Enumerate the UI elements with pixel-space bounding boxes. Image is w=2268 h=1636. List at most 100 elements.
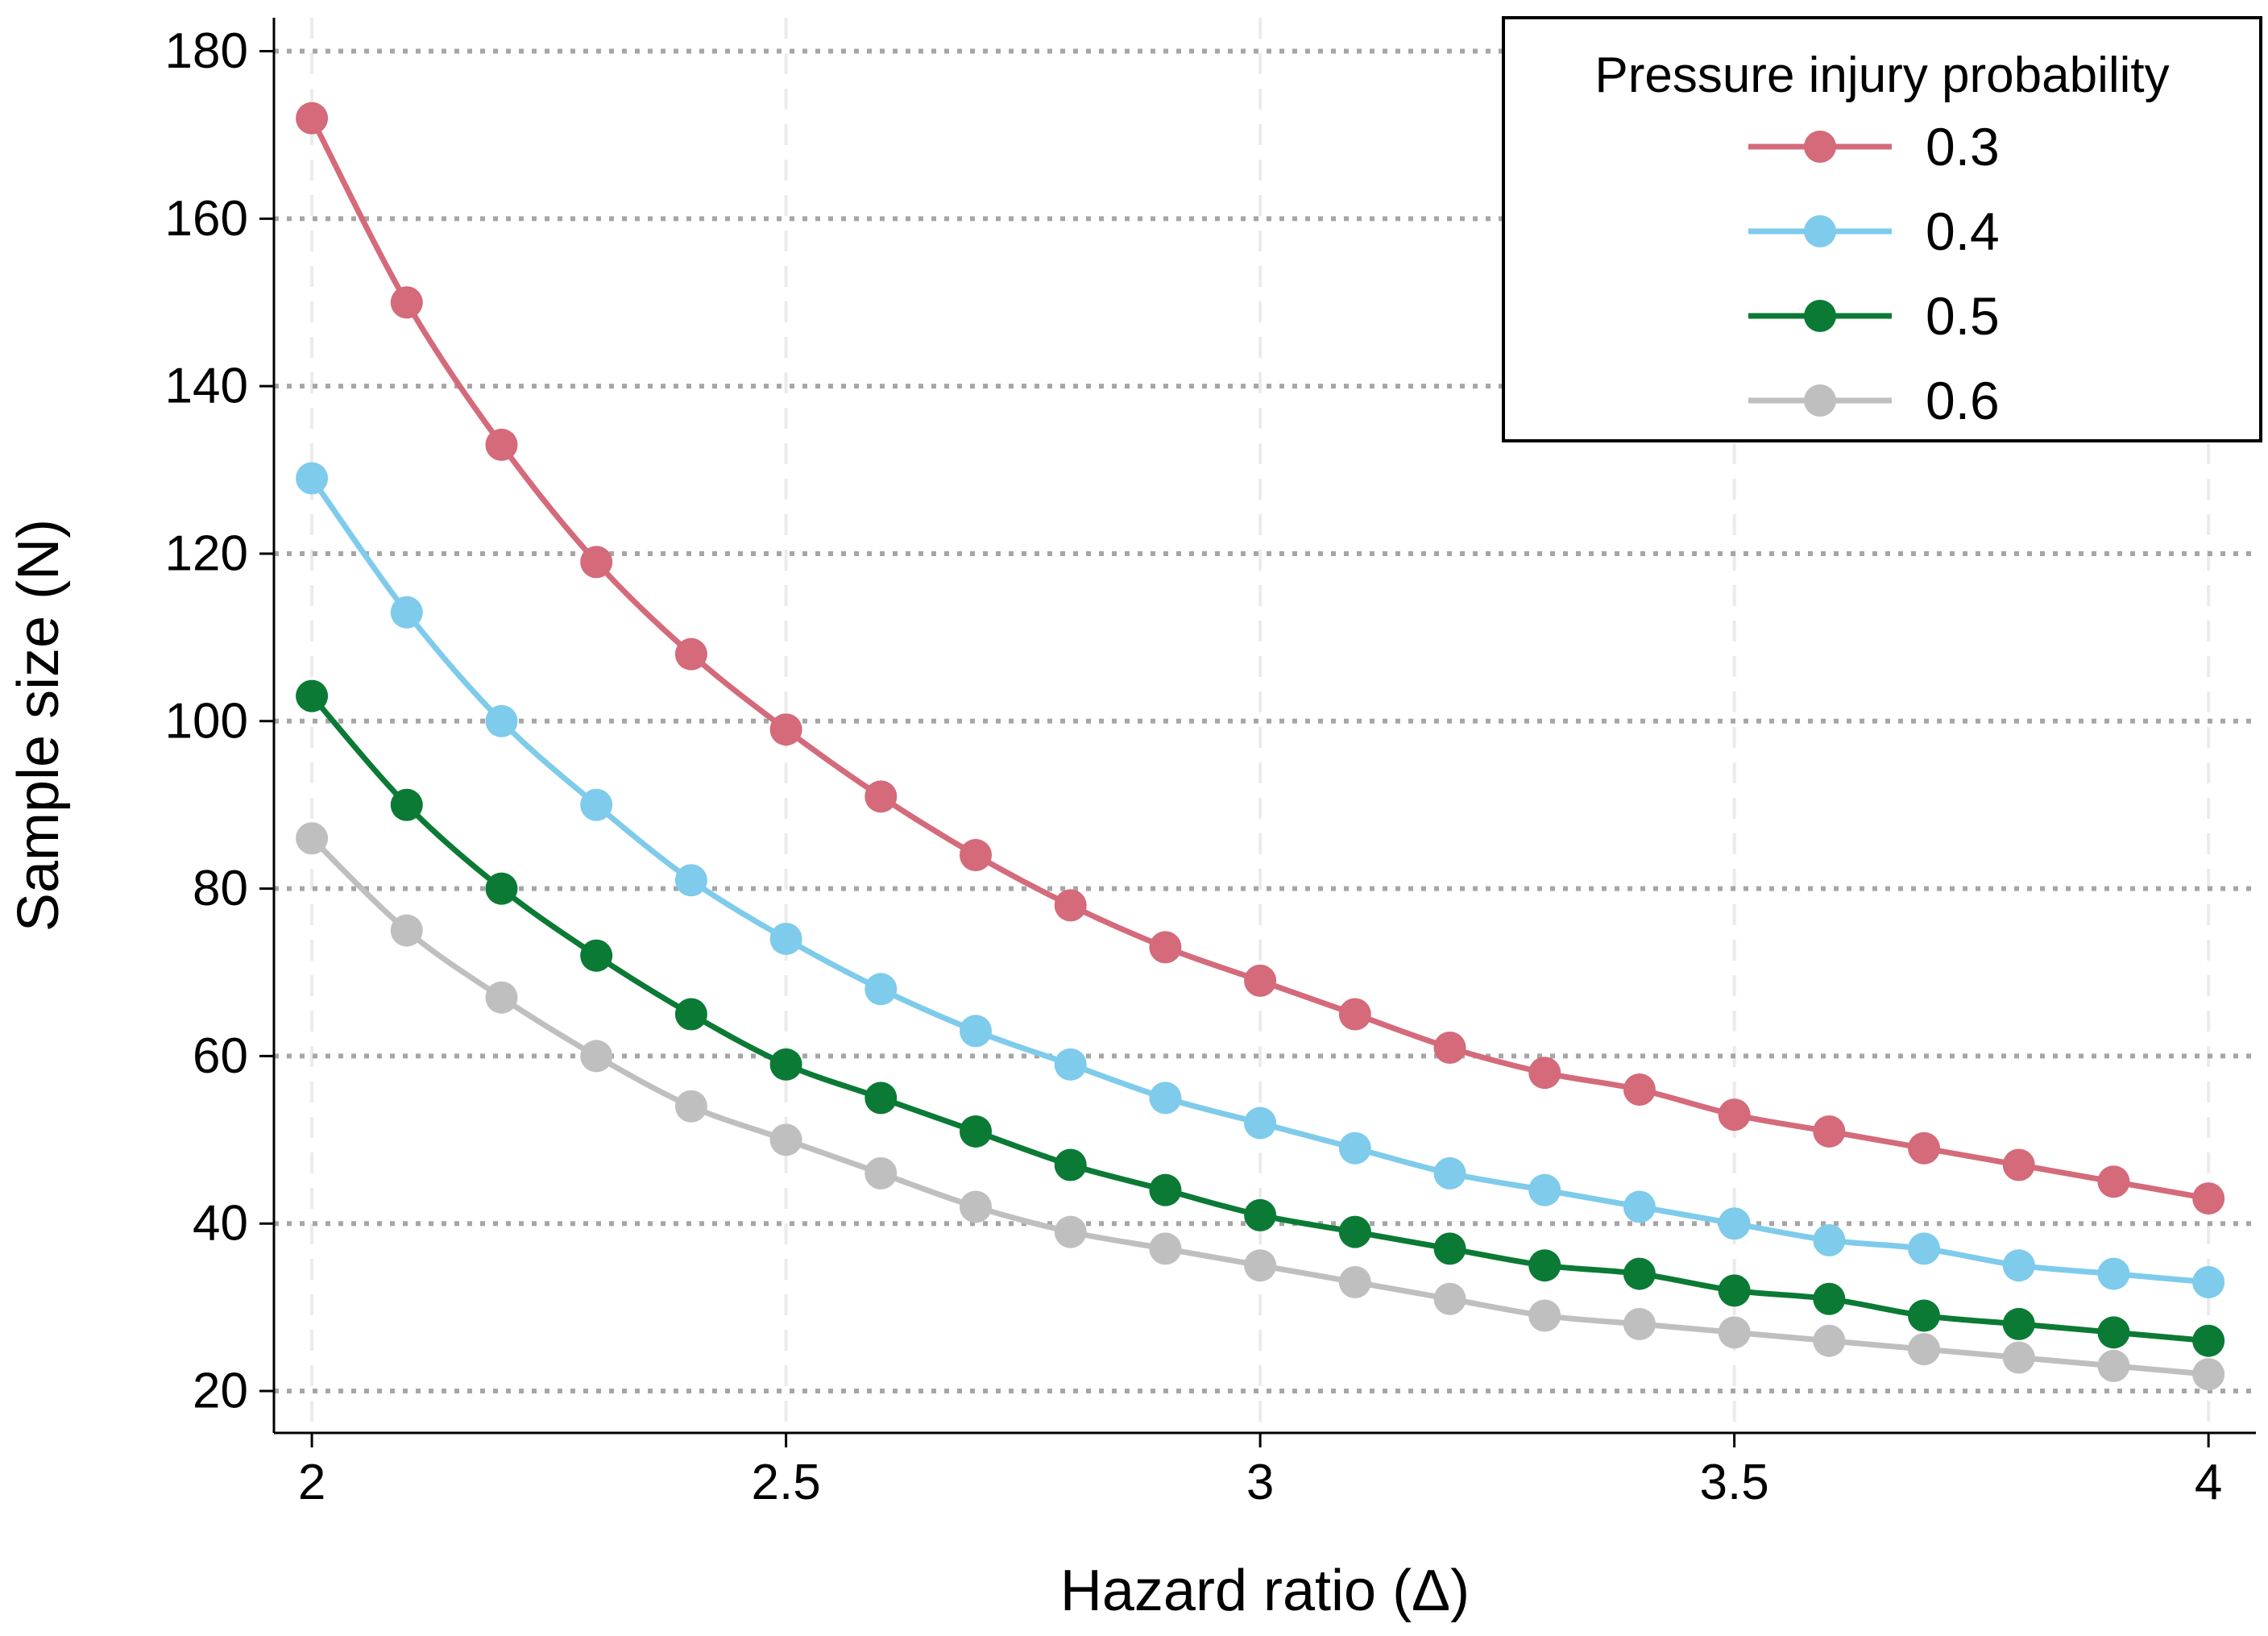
data-point xyxy=(485,704,518,737)
data-point xyxy=(1528,1173,1561,1206)
data-point xyxy=(864,973,898,1006)
legend-swatch-marker xyxy=(1804,384,1836,417)
legend-swatch-marker xyxy=(1804,215,1836,247)
x-tick-label: 2.5 xyxy=(751,1455,820,1510)
series-line xyxy=(309,115,2212,1202)
data-point xyxy=(485,981,518,1014)
data-point xyxy=(2097,1349,2130,1382)
data-point xyxy=(1054,1048,1087,1081)
data-point xyxy=(1244,1107,1277,1140)
data-point xyxy=(1718,1316,1751,1349)
series-0.4 xyxy=(296,462,2225,1298)
data-point xyxy=(960,1115,993,1148)
x-tick-label: 2 xyxy=(298,1455,325,1510)
data-point xyxy=(485,872,518,905)
legend-title: Pressure injury probability xyxy=(1594,48,2169,103)
data-point xyxy=(296,822,329,855)
data-point xyxy=(674,864,707,897)
data-point xyxy=(864,780,898,813)
data-point xyxy=(580,939,613,972)
legend-label: 0.4 xyxy=(1926,201,2000,261)
data-point xyxy=(390,596,423,629)
data-point xyxy=(1244,1198,1277,1231)
data-point xyxy=(2002,1341,2035,1374)
data-point xyxy=(390,914,423,947)
data-point xyxy=(960,839,993,872)
data-point xyxy=(1813,1224,1846,1257)
data-point xyxy=(1718,1207,1751,1240)
x-tick-label: 3.5 xyxy=(1700,1455,1769,1510)
legend-swatch-marker xyxy=(1804,300,1836,332)
data-point xyxy=(1813,1324,1846,1357)
legend-item-0.3: 0.3 xyxy=(1748,117,2000,176)
data-point xyxy=(1908,1333,1941,1366)
data-point xyxy=(1149,1232,1182,1265)
data-point xyxy=(1433,1156,1466,1190)
y-tick-label: 60 xyxy=(193,1028,248,1084)
data-point xyxy=(296,462,329,495)
y-tick-label: 160 xyxy=(165,191,248,247)
legend-item-0.5: 0.5 xyxy=(1748,286,2000,346)
y-tick-label: 120 xyxy=(165,525,248,581)
legend-swatch-marker xyxy=(1804,131,1836,163)
data-point xyxy=(2002,1249,2035,1282)
data-point xyxy=(674,637,707,671)
data-point xyxy=(1813,1115,1846,1148)
data-point xyxy=(2002,1307,2035,1340)
data-point xyxy=(1908,1131,1941,1165)
legend-label: 0.5 xyxy=(1926,286,2000,346)
legend: Pressure injury probability 0.3 0.4 0.5 0.6 xyxy=(1502,16,2262,442)
data-point xyxy=(1338,1131,1371,1165)
data-point xyxy=(1338,1215,1371,1248)
data-point xyxy=(1623,1257,1656,1290)
series-0.5 xyxy=(296,679,2225,1357)
data-point xyxy=(769,713,802,746)
data-point xyxy=(485,428,518,461)
y-tick-label: 80 xyxy=(193,861,248,916)
x-tick-label: 4 xyxy=(2195,1455,2222,1510)
series-0.3 xyxy=(296,102,2225,1215)
data-point xyxy=(1908,1232,1941,1265)
data-point xyxy=(580,1040,613,1073)
data-point xyxy=(1528,1057,1561,1090)
data-point xyxy=(1149,1082,1182,1115)
data-point xyxy=(580,788,613,821)
data-point xyxy=(2097,1316,2130,1349)
data-point xyxy=(390,286,423,319)
data-point xyxy=(2097,1165,2130,1198)
data-point xyxy=(296,102,329,135)
data-point xyxy=(1528,1249,1561,1282)
data-point xyxy=(296,679,329,712)
data-point xyxy=(960,1015,993,1048)
data-point xyxy=(864,1082,898,1115)
data-point xyxy=(769,1123,802,1156)
data-point xyxy=(1718,1098,1751,1131)
data-point xyxy=(1623,1190,1656,1223)
data-point xyxy=(769,922,802,955)
data-point xyxy=(674,998,707,1031)
data-point xyxy=(390,788,423,821)
data-point xyxy=(1908,1299,1941,1332)
data-point xyxy=(1149,1173,1182,1206)
data-point xyxy=(1054,1215,1087,1248)
y-tick-label: 20 xyxy=(193,1364,248,1419)
data-point xyxy=(1149,931,1182,964)
data-point xyxy=(1054,1148,1087,1181)
data-point xyxy=(580,546,613,579)
data-point xyxy=(1338,998,1371,1031)
legend-label: 0.6 xyxy=(1926,371,2000,430)
series-0.6 xyxy=(296,822,2225,1391)
data-point xyxy=(2192,1358,2225,1391)
x-tick-label: 3 xyxy=(1246,1455,1274,1510)
data-point xyxy=(1813,1282,1846,1315)
data-point xyxy=(2192,1265,2225,1298)
data-point xyxy=(1244,1249,1277,1282)
data-point xyxy=(1433,1232,1466,1265)
data-point xyxy=(960,1190,993,1223)
data-point xyxy=(864,1156,898,1190)
data-point xyxy=(1528,1299,1561,1332)
data-point xyxy=(1623,1307,1656,1340)
y-axis-title: Sample size (N) xyxy=(6,519,71,932)
